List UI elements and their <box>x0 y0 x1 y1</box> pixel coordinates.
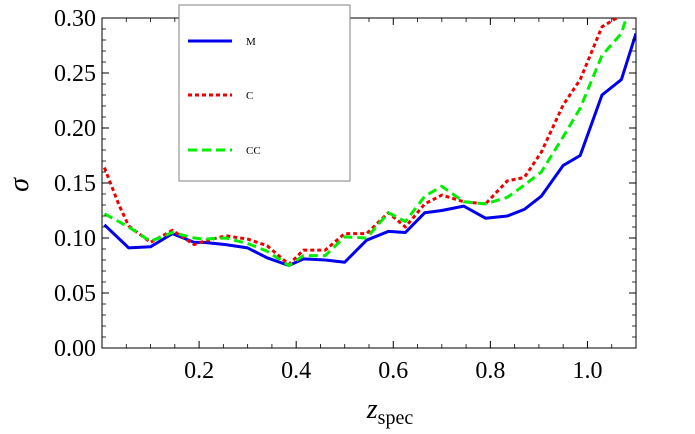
legend-label-c: C <box>246 90 253 102</box>
x-tick-label: 1.0 <box>572 358 602 384</box>
y-tick-label: 0.20 <box>54 116 96 142</box>
axes-layer: 0.00 0.05 0.10 0.15 0.20 0.25 0.30 0.2 0.4 0.6 0.8… <box>54 6 636 384</box>
series-line-cc <box>103 18 628 267</box>
x-tick-label: 0.6 <box>378 358 408 384</box>
legend-box <box>178 4 351 182</box>
y-tick-label: 0.30 <box>54 6 96 32</box>
x-axis-title-subscript: spec <box>378 407 414 429</box>
y-tick-label: 0.15 <box>54 171 96 197</box>
x-tick-label: 0.4 <box>281 358 311 384</box>
x-tick-label: 0.2 <box>184 358 214 384</box>
y-tick-label: 0.00 <box>54 336 96 362</box>
series-line-c <box>103 18 618 266</box>
x-tick-label: 0.8 <box>475 358 505 384</box>
series-layer <box>103 18 636 267</box>
legend-label-cc: CC <box>246 145 261 157</box>
series-line-m <box>103 32 636 267</box>
y-tick-label: 0.25 <box>54 61 96 87</box>
y-tick-label: 0.05 <box>54 281 96 307</box>
legend-label-m: M <box>246 36 256 48</box>
y-axis-title: σ <box>4 177 35 192</box>
x-axis-title-main: z <box>366 394 378 425</box>
y-tick-label: 0.10 <box>54 226 96 252</box>
x-axis-title: zspec <box>366 394 414 429</box>
